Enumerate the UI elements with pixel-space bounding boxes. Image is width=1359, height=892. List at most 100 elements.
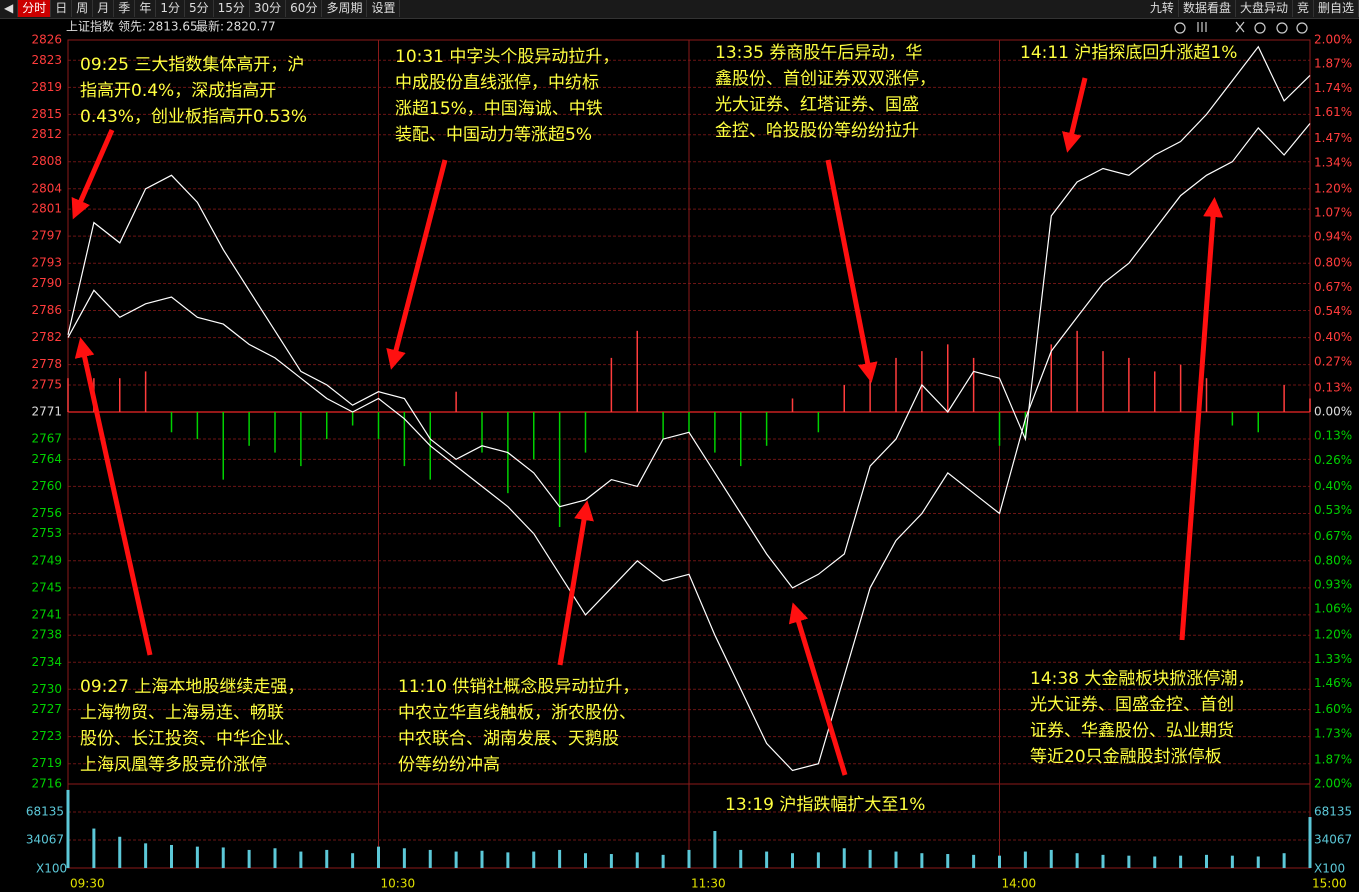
period-tab[interactable]: 周 [72,0,94,17]
y2-tick-label: 1.34% [1314,155,1352,169]
annotation: 中成股份直线涨停，中纺标 [395,73,599,93]
tool-button[interactable]: 数据看盘 [1179,0,1236,17]
y2-tick-label: 1.73% [1314,726,1352,740]
last-label: 最新: [196,19,224,34]
period-tab[interactable]: 15分 [214,0,250,17]
y-tick-label: 2815 [31,107,62,121]
volume-bar [998,855,1001,868]
y2-tick-label: 2.00% [1314,777,1352,791]
period-tab[interactable]: 60分 [286,0,323,17]
arrows [71,77,1224,776]
volume-bar [635,852,639,868]
y-tick-label: 2741 [31,607,62,621]
y2-tick-label: 0.13% [1314,429,1352,443]
y2-tick-label: 0.40% [1314,479,1352,493]
volume-bar [1179,855,1183,868]
y2-tick-label: 1.46% [1314,676,1352,690]
y-tick-label: 2767 [31,432,62,446]
tool-button[interactable]: 九转 [1146,0,1179,17]
y2-tick-label: 1.20% [1314,181,1352,195]
y-tick-label: 2756 [31,506,62,520]
y-tick-label: 2782 [31,330,62,344]
volume-bar [868,849,872,868]
y-tick-label: 2760 [31,479,62,493]
toolbar: ◀ 分时日周月季年 1分 5分 15分 30分 60分 多周期 设置 九转 数据看盘 大盘异动竞删自选 [0,0,1359,19]
y2-tick-label: 1.87% [1314,57,1352,71]
x-tick-label: 11:30 [691,877,726,891]
lead-value: 2813.65 [148,20,198,34]
volume-bar [170,844,173,868]
y-tick-label: 2738 [31,628,62,642]
y2-tick-label: 0.40% [1314,330,1352,344]
annotation: 光大证券、红塔证券、国盛 [715,95,919,115]
y-tick-label: 2753 [31,526,62,540]
lead-label: 领先: [118,20,146,34]
y-tick-label: 2804 [31,181,62,195]
y-tick-label: 2716 [31,777,62,791]
volume-bar [195,846,199,868]
annotation: 中农联合、湖南发展、天鹅股 [398,729,619,749]
annotation: 0.43%，创业板指高开0.53% [80,107,307,127]
y-tick-label: 2808 [31,154,62,168]
volume-bar [66,789,70,868]
index-line [67,45,1311,589]
annotation: 14:38 大金融板块掀涨停潮， [1030,669,1254,689]
volume-bar [1153,856,1157,868]
annotation: 指高开0.4%，深成指高开 [80,81,276,101]
period-tab[interactable]: 年 [135,0,157,17]
period-tab[interactable]: 多周期 [322,0,368,17]
back-icon[interactable]: ◀ [0,0,19,17]
period-tab[interactable]: 日 [51,0,73,17]
tool-button[interactable]: 删自选 [1314,0,1359,17]
volume-bar [661,854,665,868]
y2-tick-label: 0.67% [1314,280,1352,294]
y2-tick-label: 2.00% [1314,33,1352,47]
volume-bar [1256,856,1260,868]
annotation: 涨超15%，中国海诚、中铁 [395,99,603,119]
y-tick-label: 2790 [31,276,62,290]
annotation: 上海物贸、上海易连、畅联 [80,703,284,723]
y2-tick-label: 0.80% [1314,256,1352,270]
period-tab[interactable]: 季 [114,0,136,17]
volume-unit: X100 [1314,862,1345,876]
y2-tick-label: 1.61% [1314,105,1352,119]
annotation: 10:31 中字头个股异动拉升， [395,47,619,67]
period-tab[interactable]: 5分 [185,0,214,17]
period-tab[interactable]: 1分 [156,0,185,17]
y2-tick-label: 0.00% [1314,405,1352,419]
volume-bar [894,851,898,868]
annotation: 中农立华直线触板，浙农股份、 [398,703,636,723]
y-tick-label: 2826 [31,33,62,47]
volume-bar [1308,817,1312,868]
tool-button[interactable]: 竞 [1293,0,1314,17]
volume-bar [532,851,536,868]
volume-bar [273,848,277,868]
volume-tick-label: 68135 [26,804,64,818]
period-tab[interactable]: 月 [93,0,115,17]
volume-bar [1205,854,1208,868]
volume-bar [1023,851,1027,868]
annotation: 金控、哈投股份等纷纷拉升 [715,121,919,141]
tool-button[interactable]: 大盘异动 [1236,0,1293,17]
y2-tick-label: 1.33% [1314,652,1352,666]
period-tab[interactable]: 分时 [18,0,52,17]
annotation: 鑫股份、首创证券双双涨停， [715,69,936,89]
period-tab[interactable]: 设置 [367,0,401,17]
period-tab[interactable]: 30分 [250,0,287,17]
annotation: 光大证券、国盛金控、首创 [1030,695,1234,715]
annotation: 股份、长江投资、中华企业、 [80,729,301,749]
volume-bar [791,853,794,868]
y-tick-label: 2771 [31,405,62,419]
volume-bar [299,851,303,868]
volume-bar [506,852,510,868]
volume-bar [325,849,329,868]
y2-tick-label: 1.06% [1314,602,1352,616]
y2-tick-label: 0.27% [1314,354,1352,368]
y2-tick-label: 1.87% [1314,752,1352,766]
y2-tick-label: 1.47% [1314,131,1352,145]
volume-tick-label: 34067 [26,833,64,847]
annotation: 09:27 上海本地股继续走强， [80,677,304,697]
toolbar-right: 九转 数据看盘 大盘异动竞删自选 [1146,0,1359,17]
